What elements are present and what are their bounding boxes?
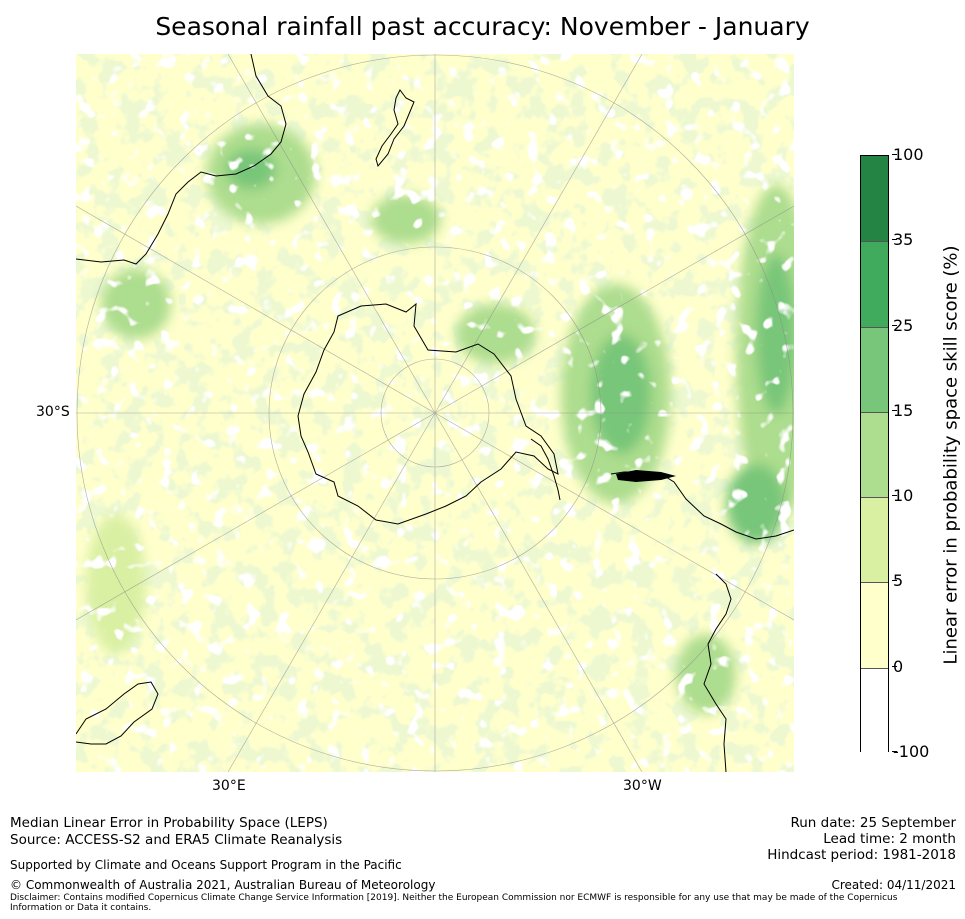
run-date: Run date: 25 September: [790, 815, 956, 831]
graticule: [76, 54, 794, 772]
colorbar-label: Linear error in probability space skill …: [940, 245, 962, 665]
lon-label-30e: 30°E: [212, 778, 246, 794]
new-zealand-coast: [375, 89, 415, 168]
colorbar-tick: 25: [891, 315, 914, 335]
footer-line-source: Source: ACCESS-S2 and ERA5 Climate Reana…: [10, 832, 343, 848]
colorbar-bin: [861, 411, 888, 498]
lead-time: Lead time: 2 month: [823, 831, 956, 847]
chart-title: Seasonal rainfall past accuracy: Novembe…: [155, 12, 810, 41]
footer-disclaimer: Disclaimer: Contains modified Copernicus…: [10, 893, 898, 913]
footer-copyright: © Commonwealth of Australia 2021, Austra…: [10, 878, 436, 892]
australia-coast: [76, 54, 287, 265]
colorbar-tick: 35: [891, 230, 914, 250]
antarctic-peninsula-coast: [530, 438, 561, 501]
colorbar-tick: 15: [891, 400, 914, 420]
colorbar-bin: [861, 497, 888, 583]
colorbar-bin: [861, 582, 888, 668]
lon-label-30w: 30°W: [623, 778, 662, 794]
colorbar-bin: [861, 241, 888, 327]
created-date: Created: 04/11/2021: [831, 878, 956, 892]
lat-label-30s: 30°S: [36, 404, 70, 420]
colorbar-bin: [861, 667, 888, 753]
colorbar-bin: [861, 326, 888, 412]
polar-map: [76, 54, 794, 772]
colorbar-bin: [861, 156, 888, 242]
antarctica-coast: [297, 302, 559, 525]
colorbar: [860, 155, 889, 753]
footer-line-leps: Median Linear Error in Probability Space…: [10, 815, 328, 831]
falklands-island: [616, 470, 676, 482]
colorbar-tick: 10: [891, 486, 914, 506]
colorbar-tick: 100: [892, 145, 924, 164]
colorbar-tick: 5: [891, 571, 904, 591]
colorbar-tick: 0: [891, 656, 904, 676]
footer-supported: Supported by Climate and Oceans Support …: [10, 858, 402, 872]
colorbar-tick: -100: [891, 742, 930, 761]
hindcast-period: Hindcast period: 1981-2018: [767, 847, 956, 863]
map-panel: [76, 54, 794, 772]
africa-coast: [76, 681, 159, 745]
